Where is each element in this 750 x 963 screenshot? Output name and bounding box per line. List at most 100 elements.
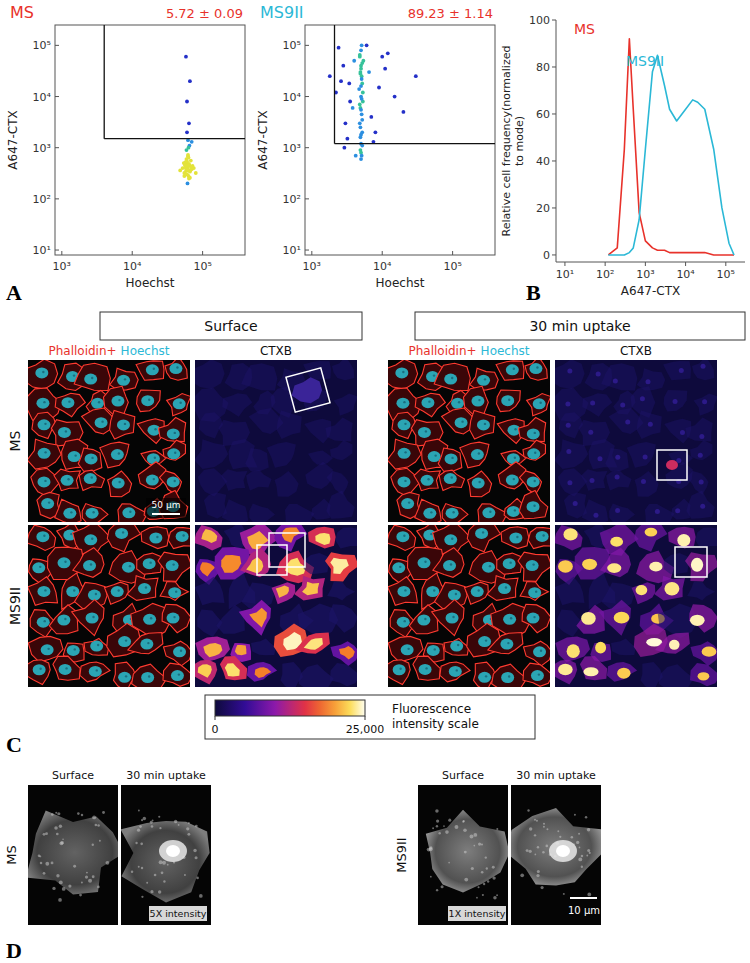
vesicle [196,877,199,880]
vesicle [462,821,464,823]
micrograph [388,525,550,687]
y-tick-label: 10² [33,193,51,206]
micrograph-content [121,785,211,925]
cell-nucleus [84,473,97,484]
cell-nucleus [141,395,154,406]
cell-actin [158,552,190,581]
cell-ctxb [308,527,336,549]
cell-ctxb [299,664,334,687]
cell-ctxb-bright [221,555,241,573]
micrograph-content [418,785,508,925]
ctxb-spot [615,475,620,480]
cell-nucleus [167,613,180,624]
nucleolus [451,457,453,459]
cell-actin [388,360,418,389]
vesicle [184,874,186,876]
y-tick [552,113,556,114]
nucleolus [154,428,156,430]
cell-nucleus [397,586,410,597]
nucleolus [124,423,126,425]
y-tick [305,198,309,199]
data-point [360,118,364,122]
vesicle [438,832,440,834]
ctxb-spot [566,449,571,454]
nucleolus [147,642,149,644]
cell-actin [136,361,164,380]
micrograph [28,525,190,687]
micrograph [418,785,508,925]
nucleolus [124,378,126,380]
legend-label: MS9II [626,53,664,69]
cell-nucleus [86,612,99,623]
nucleolus [118,481,120,483]
data-point [373,130,377,134]
cell-ctxb [199,412,223,438]
nucleolus [91,476,93,478]
cell-ctxb [611,638,636,655]
cell-nucleus [176,531,189,542]
cell-ctxb-bright [339,646,355,660]
cell-actin [159,418,186,442]
cell-nucleus [503,614,516,625]
vesicle [571,836,574,839]
data-point [187,177,191,181]
nucleolus [118,399,120,401]
cell-actin [413,656,440,680]
data-point [184,166,188,170]
plot-area [608,39,734,255]
cell-actin [518,552,550,581]
y-tick [552,254,556,255]
vesicle [537,846,539,848]
vesicle [162,861,166,865]
nucleolus [39,668,41,670]
cell-nucleus [37,586,50,597]
cell-ctxb [331,641,358,666]
x-tick [452,251,453,255]
nucleolus [101,420,103,422]
vesicle [92,875,95,878]
cell-actin [80,662,110,682]
cell-ctxb [329,604,357,632]
y-tick [55,45,59,46]
nucleolus [478,589,480,591]
vesicle [589,852,591,854]
vesicle [585,816,587,818]
x-tick-label: 10³ [53,260,71,273]
cell-actin [31,468,61,496]
ctxb-spot [620,403,625,408]
data-point [178,169,182,173]
row-label: MS [4,845,19,864]
column-header-box [100,312,362,340]
ctxb-spot [643,455,648,460]
cell-actin [519,491,548,519]
x-tick-label: 10⁵ [193,260,211,273]
vesicle [526,849,529,852]
ctxb-spot [699,434,704,439]
cell-nucleus [527,476,540,487]
vesicle [546,845,549,848]
cell-actin [53,656,80,680]
vesicle [79,894,82,897]
cell-nucleus [58,557,71,568]
nucleolus [64,561,66,563]
nucleolus [118,452,120,454]
cell-actin [110,410,135,439]
nucleolus [145,586,147,588]
cell-actin [82,504,108,522]
micrograph [121,785,211,925]
cell-nucleus [450,641,463,652]
nucleolus [68,400,70,402]
x-axis-label: A647-CTX [621,284,680,298]
intensity-label-box [448,906,506,921]
cell-nucleus [168,587,181,598]
nucleolus [452,616,454,618]
cell-ctxb [195,577,225,606]
vesicle [559,836,561,838]
ctxb-perinuclear [691,558,703,572]
x-tick [645,262,646,266]
cell-nucleus [527,613,540,624]
ctxb-spot [701,364,706,369]
cell-actin [132,664,167,687]
ctxb-spot [597,456,602,461]
cell-nucleus [444,374,457,385]
